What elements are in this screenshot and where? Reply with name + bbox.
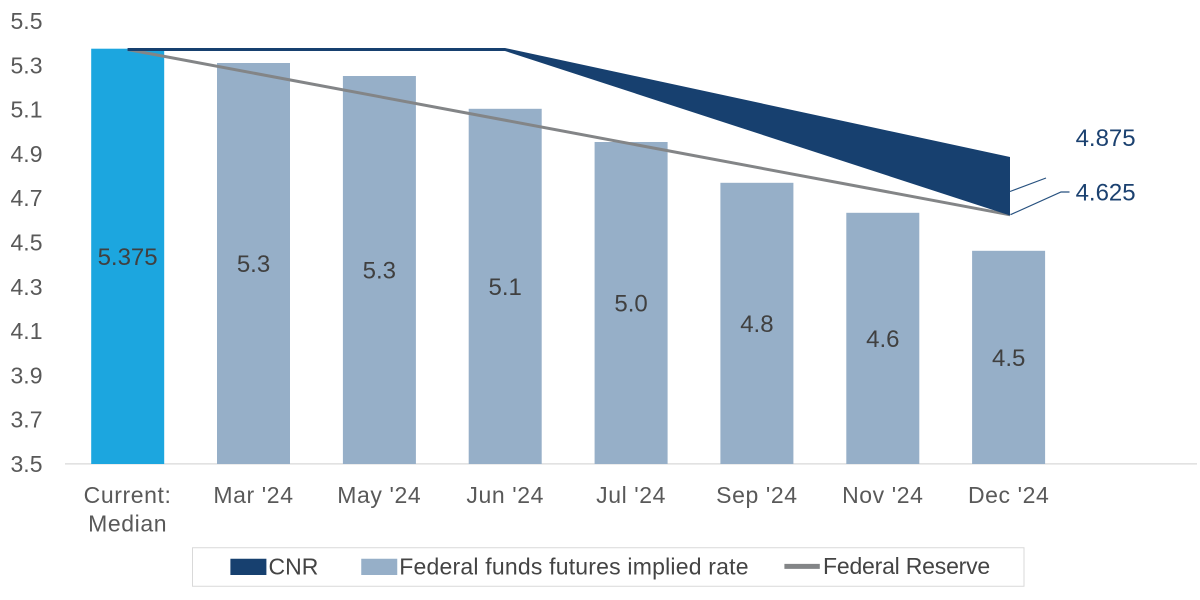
svg-text:4.8: 4.8 xyxy=(740,311,773,338)
svg-text:4.625: 4.625 xyxy=(1076,180,1136,207)
svg-text:Jun '24: Jun '24 xyxy=(466,482,544,508)
svg-text:4.7: 4.7 xyxy=(11,185,43,211)
svg-text:4.1: 4.1 xyxy=(11,318,43,344)
svg-text:Nov '24: Nov '24 xyxy=(842,482,923,508)
svg-text:3.5: 3.5 xyxy=(11,451,43,477)
svg-text:3.9: 3.9 xyxy=(11,362,43,388)
svg-text:Sep '24: Sep '24 xyxy=(716,482,798,508)
svg-text:Mar '24: Mar '24 xyxy=(213,482,293,508)
svg-text:Current:: Current: xyxy=(84,482,172,508)
svg-text:Jul '24: Jul '24 xyxy=(596,482,666,508)
svg-text:5.375: 5.375 xyxy=(98,244,158,271)
svg-text:5.1: 5.1 xyxy=(489,274,522,301)
svg-text:5.3: 5.3 xyxy=(237,251,270,278)
svg-text:4.3: 4.3 xyxy=(11,274,43,300)
svg-text:5.1: 5.1 xyxy=(11,97,43,123)
svg-text:3.7: 3.7 xyxy=(11,407,43,433)
svg-text:Dec '24: Dec '24 xyxy=(968,482,1049,508)
svg-text:5.3: 5.3 xyxy=(363,257,396,284)
svg-text:CNR: CNR xyxy=(269,554,319,580)
svg-text:Federal funds futures implied: Federal funds futures implied rate xyxy=(399,553,748,579)
svg-text:May '24: May '24 xyxy=(337,482,421,508)
svg-text:4.5: 4.5 xyxy=(992,345,1025,372)
svg-text:4.6: 4.6 xyxy=(866,326,899,353)
svg-text:4.5: 4.5 xyxy=(11,230,43,256)
svg-text:5.0: 5.0 xyxy=(614,291,647,318)
svg-text:5.5: 5.5 xyxy=(11,8,43,34)
svg-text:4.9: 4.9 xyxy=(11,141,43,167)
svg-text:5.3: 5.3 xyxy=(11,52,43,78)
svg-text:Federal Reserve: Federal Reserve xyxy=(823,553,990,579)
svg-text:Median: Median xyxy=(88,511,167,537)
svg-text:4.875: 4.875 xyxy=(1076,125,1136,152)
